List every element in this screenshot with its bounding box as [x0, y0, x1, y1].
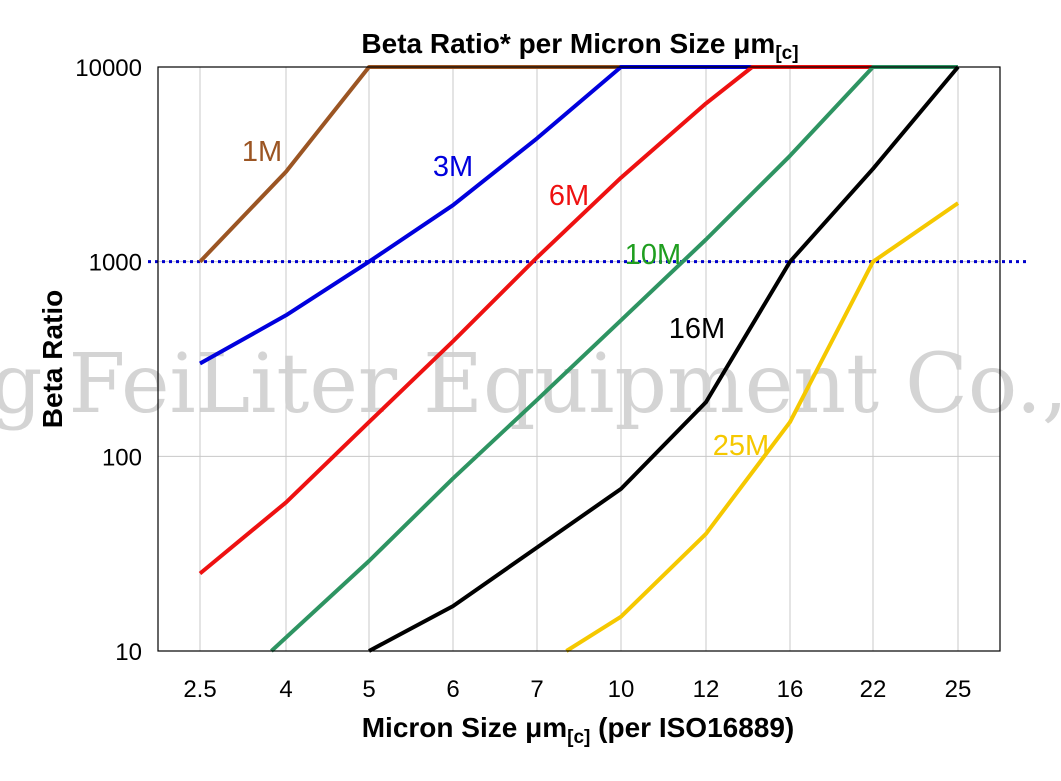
x-tick-label-9: 25	[945, 676, 972, 703]
series-line-16m	[368, 65, 960, 653]
x-tick-label-7: 16	[777, 676, 804, 703]
series-label-25m: 25M	[713, 430, 769, 462]
x-axis-label-main: Micron Size	[362, 712, 525, 743]
y-tick-labels: 10 100 1000 10000	[75, 55, 142, 666]
series-label-10m: 10M	[625, 239, 681, 271]
chart-title: Beta Ratio* per Micron Size μm[c]	[361, 28, 798, 64]
series-line-6m	[198, 65, 958, 576]
chart-title-unit: μm	[733, 28, 775, 59]
x-tick-label-4: 7	[530, 676, 543, 703]
x-tick-label-3: 6	[446, 676, 459, 703]
x-axis-label-unit: μm	[525, 712, 567, 743]
plot-frame	[157, 66, 1001, 652]
y-axis-label: Beta Ratio	[37, 290, 68, 428]
x-axis-label: Micron Size μm[c] (per ISO16889)	[362, 712, 795, 748]
y-tick-label-10: 10	[115, 639, 142, 666]
series-line-25m	[565, 201, 960, 653]
x-tick-label-8: 22	[860, 676, 887, 703]
y-tick-label-100: 100	[102, 444, 142, 471]
x-axis-label-sub: [c]	[567, 727, 590, 748]
x-axis-label-tail: (per ISO16889)	[590, 712, 794, 743]
series-label-16m: 16M	[669, 313, 725, 345]
series-label-6m: 6M	[549, 180, 589, 212]
x-tick-label-0: 2.5	[183, 676, 216, 703]
chart-title-main: Beta Ratio* per Micron Size	[361, 28, 733, 59]
series-line-10m	[270, 65, 958, 653]
x-tick-label-5: 10	[608, 676, 635, 703]
x-tick-label-1: 4	[279, 676, 292, 703]
x-tick-label-6: 12	[693, 676, 720, 703]
watermark-text: g FeiLiter Equipment Co.,	[0, 337, 1061, 432]
x-tick-labels: 2.5 4 5 6 7 10 12 16 22 25	[183, 676, 971, 703]
y-tick-label-10000: 10000	[75, 55, 142, 82]
chart-title-sub: [c]	[775, 43, 798, 64]
x-tick-label-2: 5	[362, 676, 375, 703]
y-tick-label-1000: 1000	[89, 250, 142, 277]
series-label-1m: 1M	[242, 136, 282, 168]
series-labels: 1M 3M 6M 10M 16M 25M	[242, 136, 769, 462]
series-label-3m: 3M	[433, 151, 473, 183]
